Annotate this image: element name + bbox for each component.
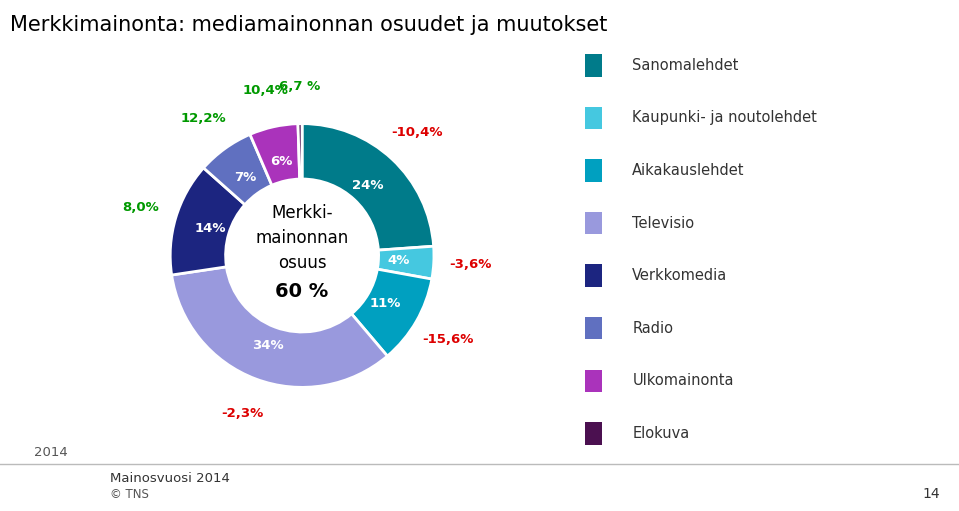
Text: -15,6%: -15,6%	[423, 333, 474, 346]
Text: Televisio: Televisio	[632, 216, 694, 230]
Text: Verkkomedia: Verkkomedia	[632, 268, 728, 283]
Text: 14%: 14%	[194, 222, 225, 235]
Text: 6%: 6%	[270, 155, 292, 168]
Bar	[585, 317, 602, 339]
Wedge shape	[298, 124, 302, 179]
Wedge shape	[302, 124, 433, 250]
Wedge shape	[377, 246, 434, 279]
Bar	[585, 159, 602, 182]
Text: 4%: 4%	[387, 254, 409, 267]
Text: -3,6%: -3,6%	[450, 258, 492, 271]
Text: Radio: Radio	[632, 321, 673, 336]
Text: 12,2%: 12,2%	[180, 112, 226, 125]
Bar	[585, 212, 602, 235]
Text: 7%: 7%	[235, 171, 257, 184]
Text: 24%: 24%	[352, 178, 384, 192]
Bar	[585, 264, 602, 287]
Text: -10,4%: -10,4%	[391, 126, 443, 138]
Text: 14: 14	[923, 487, 940, 501]
Wedge shape	[172, 267, 387, 387]
Bar	[585, 422, 602, 445]
Text: Merkki-
mainonnan
osuus: Merkki- mainonnan osuus	[255, 204, 349, 272]
Text: 6,7 %: 6,7 %	[279, 80, 320, 93]
Text: 11%: 11%	[370, 297, 401, 310]
Wedge shape	[170, 168, 245, 275]
Text: © TNS: © TNS	[110, 487, 150, 501]
Text: Aikakauslehdet: Aikakauslehdet	[632, 163, 745, 178]
Bar	[585, 54, 602, 77]
Text: 10,4%: 10,4%	[243, 84, 289, 97]
Text: Ulkomainonta: Ulkomainonta	[632, 373, 734, 388]
Wedge shape	[250, 124, 300, 185]
Text: Kaupunki- ja noutolehdet: Kaupunki- ja noutolehdet	[632, 110, 817, 126]
Text: 8,0%: 8,0%	[122, 201, 158, 214]
Bar	[585, 369, 602, 392]
Text: 34%: 34%	[252, 339, 284, 352]
Text: Elokuva: Elokuva	[632, 426, 690, 441]
Text: 2014: 2014	[34, 446, 67, 459]
Text: Mainosvuosi 2014: Mainosvuosi 2014	[110, 472, 230, 485]
Bar	[585, 107, 602, 129]
Text: 60 %: 60 %	[275, 282, 329, 300]
Text: Merkkimainonta: mediamainonnan osuudet ja muutokset: Merkkimainonta: mediamainonnan osuudet j…	[10, 15, 607, 35]
Text: TNS: TNS	[24, 481, 60, 500]
Text: Sanomalehdet: Sanomalehdet	[632, 58, 738, 73]
Text: -2,3%: -2,3%	[222, 407, 264, 420]
Wedge shape	[352, 269, 432, 356]
Wedge shape	[203, 134, 271, 205]
